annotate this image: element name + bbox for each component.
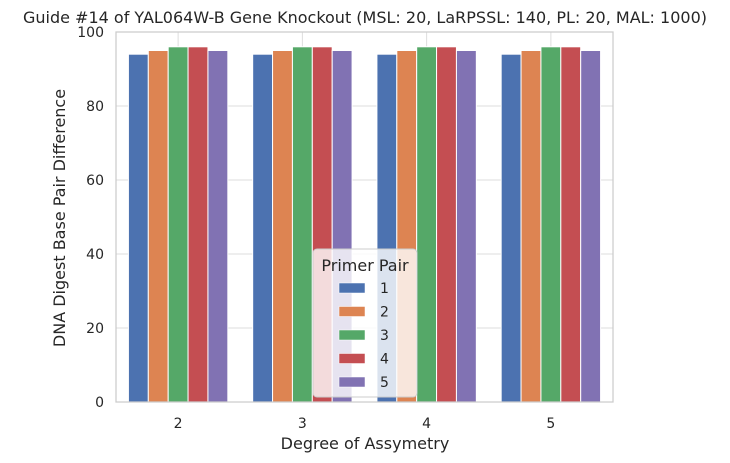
y-tick-label: 100: [77, 25, 104, 41]
bar: [416, 46, 438, 403]
bar: [252, 53, 274, 403]
x-tick-label: 5: [546, 416, 555, 432]
x-tick-label: 3: [298, 416, 307, 432]
bar: [207, 50, 229, 403]
legend-swatch: [338, 306, 366, 317]
bar: [520, 50, 542, 403]
legend-swatch: [338, 376, 366, 388]
legend-entry-label: 4: [380, 352, 389, 368]
bar: [540, 46, 562, 403]
y-axis-label: DNA Digest Base Pair Difference: [50, 89, 69, 347]
x-tick-labels: 2 3 4 5: [174, 416, 556, 432]
bar: [127, 53, 149, 403]
y-tick-label: 20: [86, 321, 104, 337]
bar: [560, 46, 582, 403]
bar: [436, 46, 457, 403]
legend-entry-label: 3: [380, 328, 389, 344]
y-tick-label: 60: [86, 173, 104, 189]
legend-items: 1 2 3 4 5: [338, 281, 389, 391]
bar: [580, 50, 602, 403]
legend-entry-label: 5: [380, 375, 389, 391]
bar: [187, 46, 209, 403]
y-tick-label: 80: [86, 99, 104, 115]
plot-frame: [115, 31, 614, 403]
legend-swatch: [338, 282, 366, 294]
bar: [500, 53, 522, 403]
bar: [167, 46, 189, 403]
x-axis-label: Degree of Assymetry: [281, 434, 450, 453]
bar: [455, 50, 477, 403]
bar: [291, 46, 313, 403]
bars: [127, 46, 602, 403]
legend-entry-label: 1: [380, 281, 389, 297]
legend-swatch: [338, 353, 366, 364]
x-tick-label: 4: [422, 416, 431, 432]
y-tick-labels: 0 20 40 60 80 100: [77, 25, 104, 411]
bar: [147, 50, 169, 403]
x-tick-label: 2: [174, 416, 183, 432]
legend: Primer Pair 1 2 3 4 5: [312, 248, 418, 398]
legend-swatch: [338, 329, 366, 341]
chart-title: Guide #14 of YAL064W-B Gene Knockout (MS…: [23, 8, 707, 27]
legend-title: Primer Pair: [321, 256, 409, 275]
legend-entry-label: 2: [380, 305, 389, 321]
y-tick-label: 40: [86, 247, 104, 263]
bar: [272, 50, 293, 403]
y-tick-label: 0: [95, 395, 104, 411]
